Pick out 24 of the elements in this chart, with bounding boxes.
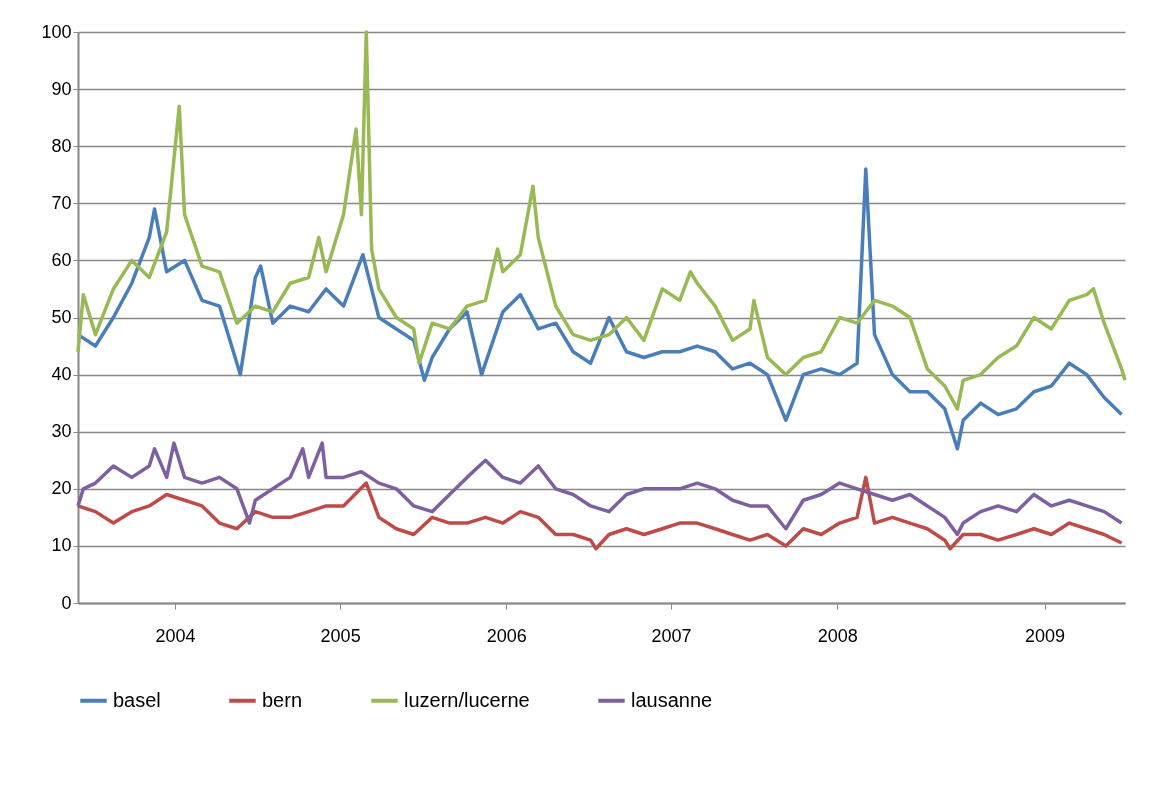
y-tick-label: 60 <box>51 249 72 270</box>
legend-label: bern <box>262 688 303 711</box>
legend-label: luzern/lucerne <box>404 688 530 711</box>
y-tick-label: 100 <box>41 21 72 42</box>
line-series <box>76 167 1124 451</box>
x-tick-label: 2009 <box>1025 625 1066 646</box>
x-tick-label: 2006 <box>486 625 527 646</box>
y-tick-label: 40 <box>51 364 72 385</box>
y-tick-label: 20 <box>51 478 72 499</box>
y-tick-label: 90 <box>51 78 72 99</box>
line-series <box>76 475 1124 551</box>
y-tick-label: 10 <box>51 535 72 556</box>
y-tick-label: 50 <box>51 307 72 327</box>
x-tick-label: 2005 <box>320 625 361 646</box>
legend-label: lausanne <box>631 688 713 711</box>
x-tick-label: 2007 <box>651 625 692 646</box>
line-series <box>76 441 1124 537</box>
y-tick-label: 0 <box>61 592 72 613</box>
y-tick-label: 70 <box>51 192 72 213</box>
y-tick-label: 80 <box>51 135 72 156</box>
legend-label: basel <box>113 688 161 711</box>
x-tick-label: 2004 <box>155 625 196 646</box>
x-tick-label: 2008 <box>817 625 858 646</box>
y-tick-label: 30 <box>51 421 72 442</box>
